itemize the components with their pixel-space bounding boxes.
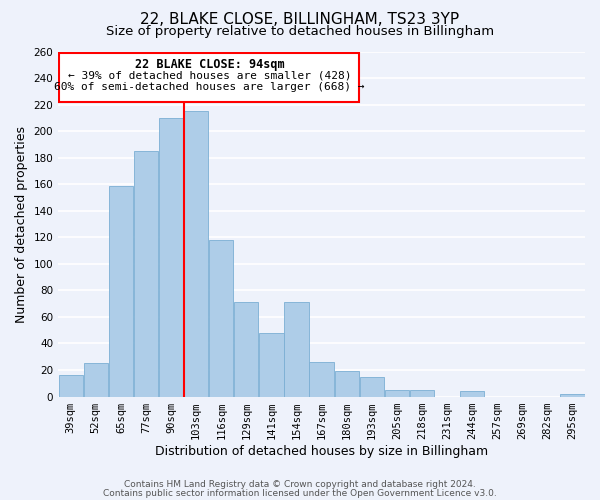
- Bar: [184, 111, 208, 397]
- Text: Size of property relative to detached houses in Billingham: Size of property relative to detached ho…: [106, 25, 494, 38]
- Bar: [109, 186, 133, 396]
- Bar: [259, 333, 284, 396]
- Text: 60% of semi-detached houses are larger (668) →: 60% of semi-detached houses are larger (…: [54, 82, 365, 92]
- Text: 22, BLAKE CLOSE, BILLINGHAM, TS23 3YP: 22, BLAKE CLOSE, BILLINGHAM, TS23 3YP: [140, 12, 460, 28]
- Bar: [209, 240, 233, 396]
- Bar: [335, 372, 359, 396]
- Bar: [310, 362, 334, 396]
- Text: 22 BLAKE CLOSE: 94sqm: 22 BLAKE CLOSE: 94sqm: [134, 58, 284, 71]
- Text: ← 39% of detached houses are smaller (428): ← 39% of detached houses are smaller (42…: [68, 70, 351, 80]
- Bar: [83, 364, 108, 396]
- Bar: [134, 151, 158, 396]
- Bar: [460, 392, 484, 396]
- Bar: [159, 118, 183, 396]
- Bar: [560, 394, 584, 396]
- Bar: [385, 390, 409, 396]
- X-axis label: Distribution of detached houses by size in Billingham: Distribution of detached houses by size …: [155, 444, 488, 458]
- Bar: [410, 390, 434, 396]
- Text: Contains public sector information licensed under the Open Government Licence v3: Contains public sector information licen…: [103, 488, 497, 498]
- FancyBboxPatch shape: [59, 53, 359, 102]
- Bar: [359, 376, 384, 396]
- Bar: [59, 376, 83, 396]
- Y-axis label: Number of detached properties: Number of detached properties: [15, 126, 28, 322]
- Bar: [234, 302, 259, 396]
- Text: Contains HM Land Registry data © Crown copyright and database right 2024.: Contains HM Land Registry data © Crown c…: [124, 480, 476, 489]
- Bar: [284, 302, 308, 396]
